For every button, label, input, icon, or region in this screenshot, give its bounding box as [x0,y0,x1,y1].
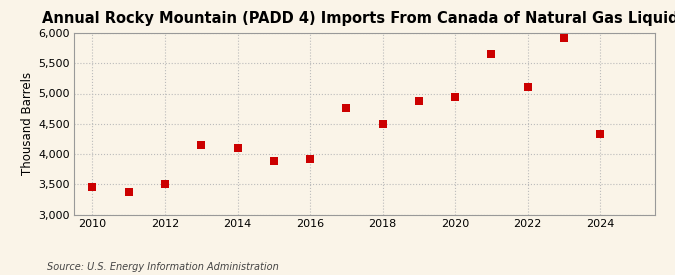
Point [269,158,279,163]
Title: Annual Rocky Mountain (PADD 4) Imports From Canada of Natural Gas Liquids: Annual Rocky Mountain (PADD 4) Imports F… [42,11,675,26]
Point [595,132,605,136]
Point [559,36,570,40]
Point [159,182,170,186]
Point [124,189,134,194]
Point [486,51,497,56]
Point [232,146,243,150]
Text: Source: U.S. Energy Information Administration: Source: U.S. Energy Information Administ… [47,262,279,272]
Point [522,85,533,89]
Point [304,157,315,161]
Point [87,185,98,189]
Point [377,122,388,126]
Point [414,98,425,103]
Point [196,143,207,147]
Y-axis label: Thousand Barrels: Thousand Barrels [22,72,34,175]
Point [450,94,460,99]
Point [341,106,352,110]
